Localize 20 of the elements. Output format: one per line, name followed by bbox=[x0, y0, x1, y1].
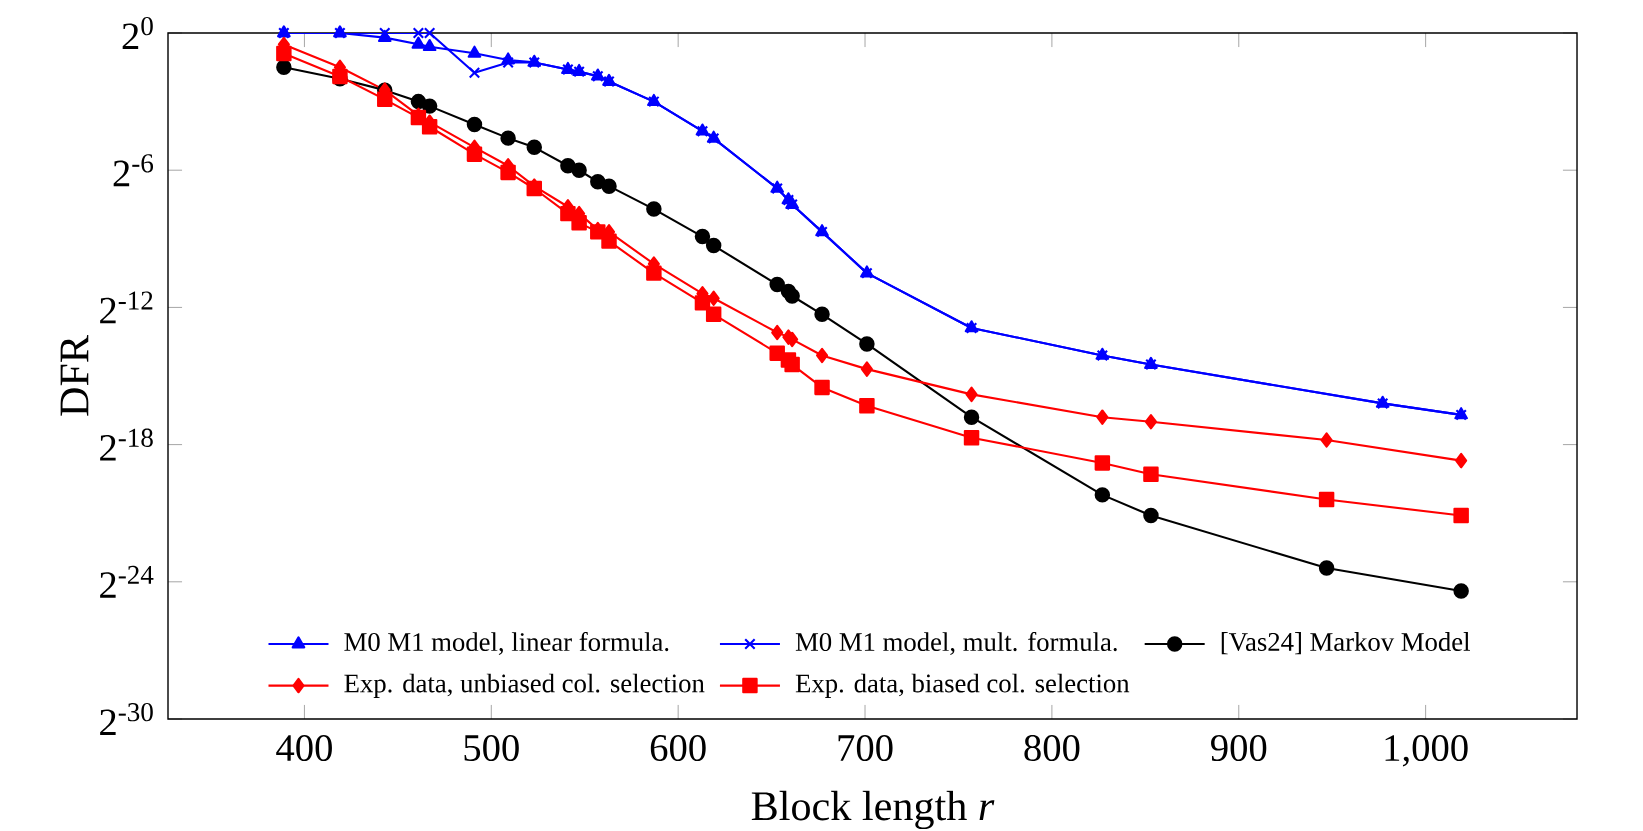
legend-label: Exp. data, biased col. selection bbox=[795, 673, 1130, 698]
y-axis-title: DFR bbox=[60, 335, 89, 416]
legend-label: M0 M1 model, linear formula. bbox=[344, 632, 669, 655]
x-tick-label: 800 bbox=[1024, 734, 1080, 762]
y-tick-label: 2$^{0}$ bbox=[122, 16, 153, 49]
legend-label: Exp. data, unbiased col. selection bbox=[344, 673, 705, 698]
legend-label: [Vas24] Markov Model bbox=[1221, 632, 1470, 655]
x-tick-label: 1,000 bbox=[1385, 734, 1468, 767]
x-tick-label: 600 bbox=[650, 734, 706, 762]
y-tick-label: 2$^{-30}$ bbox=[100, 703, 153, 735]
x-tick-label: 700 bbox=[838, 734, 893, 762]
x-tick-label: 900 bbox=[1211, 734, 1267, 762]
y-tick-label: 2$^{-12}$ bbox=[100, 291, 153, 324]
y-tick-label: 2$^{-24}$ bbox=[100, 565, 154, 598]
y-tick-label: 2$^{-18}$ bbox=[100, 428, 153, 461]
legend-label: M0 M1 model, mult. formula. bbox=[795, 632, 1117, 655]
x-tick-label: 400 bbox=[276, 734, 332, 762]
y-tick-label: 2$^{-6}$ bbox=[113, 154, 154, 187]
x-tick-label: 500 bbox=[464, 734, 519, 762]
x-axis-title: Block length r bbox=[751, 790, 995, 830]
